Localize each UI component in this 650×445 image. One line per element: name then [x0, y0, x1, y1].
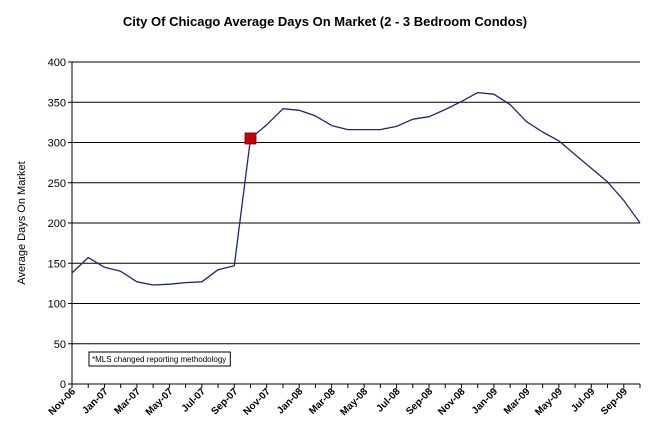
- x-tick-label: May-07: [144, 386, 176, 418]
- data-point: [282, 107, 284, 109]
- data-point: [525, 120, 527, 122]
- data-point: [412, 118, 414, 120]
- y-tick-labels: 0 50 100 150 200 250 300 350 400: [48, 57, 66, 391]
- y-tick-label: 0: [60, 379, 66, 391]
- data-point: [152, 284, 154, 286]
- grid: [68, 61, 640, 385]
- y-tick-label: 400: [48, 57, 66, 69]
- series-group: [71, 91, 641, 286]
- y-axis-label: Average Days On Market: [16, 161, 28, 284]
- data-point: [428, 116, 430, 118]
- x-tick-label: Sep-09: [599, 386, 630, 417]
- x-tick-label: Jul-08: [374, 386, 403, 415]
- x-tick-label: Sep-07: [209, 386, 240, 417]
- y-tick-label: 150: [48, 258, 66, 270]
- data-point: [379, 128, 381, 130]
- x-tick-label: Jan-07: [80, 386, 110, 416]
- series-line: [71, 91, 641, 286]
- data-point: [541, 131, 543, 133]
- data-point: [606, 181, 608, 183]
- data-point: [639, 222, 641, 224]
- annotation-text: *MLS changed reporting methodology: [92, 355, 226, 364]
- x-tick-label: Mar-07: [112, 386, 143, 417]
- data-point: [298, 109, 300, 111]
- x-tick-label: Sep-08: [404, 386, 435, 417]
- chart-title: City Of Chicago Average Days On Market (…: [123, 14, 527, 29]
- data-point: [87, 256, 89, 258]
- y-tick-label: 350: [48, 97, 66, 109]
- annotation-group: *MLS changed reporting methodology: [88, 351, 231, 367]
- x-tick-label: Mar-08: [307, 386, 338, 417]
- y-tick-label: 50: [54, 339, 66, 351]
- x-tick-label: Nov-07: [241, 386, 273, 418]
- marker-group: [244, 132, 257, 145]
- x-tick-label: Jul-07: [180, 386, 209, 415]
- data-point: [363, 128, 365, 130]
- data-point: [314, 115, 316, 117]
- data-point: [71, 272, 73, 274]
- y-tick-label: 200: [48, 218, 66, 230]
- data-point: [395, 125, 397, 127]
- data-point: [217, 268, 219, 270]
- x-tick-label: Jan-08: [275, 386, 305, 416]
- data-point: [330, 124, 332, 126]
- annotation-box: [88, 351, 231, 367]
- axes: [71, 62, 641, 388]
- x-tick-label: Jul-09: [569, 386, 598, 415]
- data-point: [119, 270, 121, 272]
- data-point: [233, 264, 235, 266]
- data-point: [460, 100, 462, 102]
- data-point: [266, 124, 268, 126]
- x-tick-labels: Nov-06 Jan-07 Mar-07 May-07 Jul-07 Sep-07 Nov-…: [47, 386, 630, 418]
- data-point: [623, 199, 625, 201]
- data-point: [509, 103, 511, 105]
- data-point: [347, 128, 349, 130]
- data-point: [558, 140, 560, 142]
- x-tick-label: Mar-09: [502, 386, 533, 417]
- data-point: [590, 167, 592, 169]
- data-point: [574, 153, 576, 155]
- data-point: [477, 91, 479, 93]
- data-point: [103, 266, 105, 268]
- x-tick-label: Jan-09: [470, 386, 500, 416]
- y-tick-label: 300: [48, 138, 66, 150]
- data-point: [493, 93, 495, 95]
- x-tick-label: May-08: [338, 386, 370, 418]
- data-point: [201, 281, 203, 283]
- data-point: [184, 281, 186, 283]
- data-point: [136, 281, 138, 283]
- y-tick-label: 100: [48, 299, 66, 311]
- y-tick-label: 250: [48, 178, 66, 190]
- data-point: [168, 283, 170, 285]
- x-tick-label: May-09: [533, 386, 565, 418]
- x-tick-label: Nov-08: [436, 386, 468, 418]
- data-point: [444, 108, 446, 110]
